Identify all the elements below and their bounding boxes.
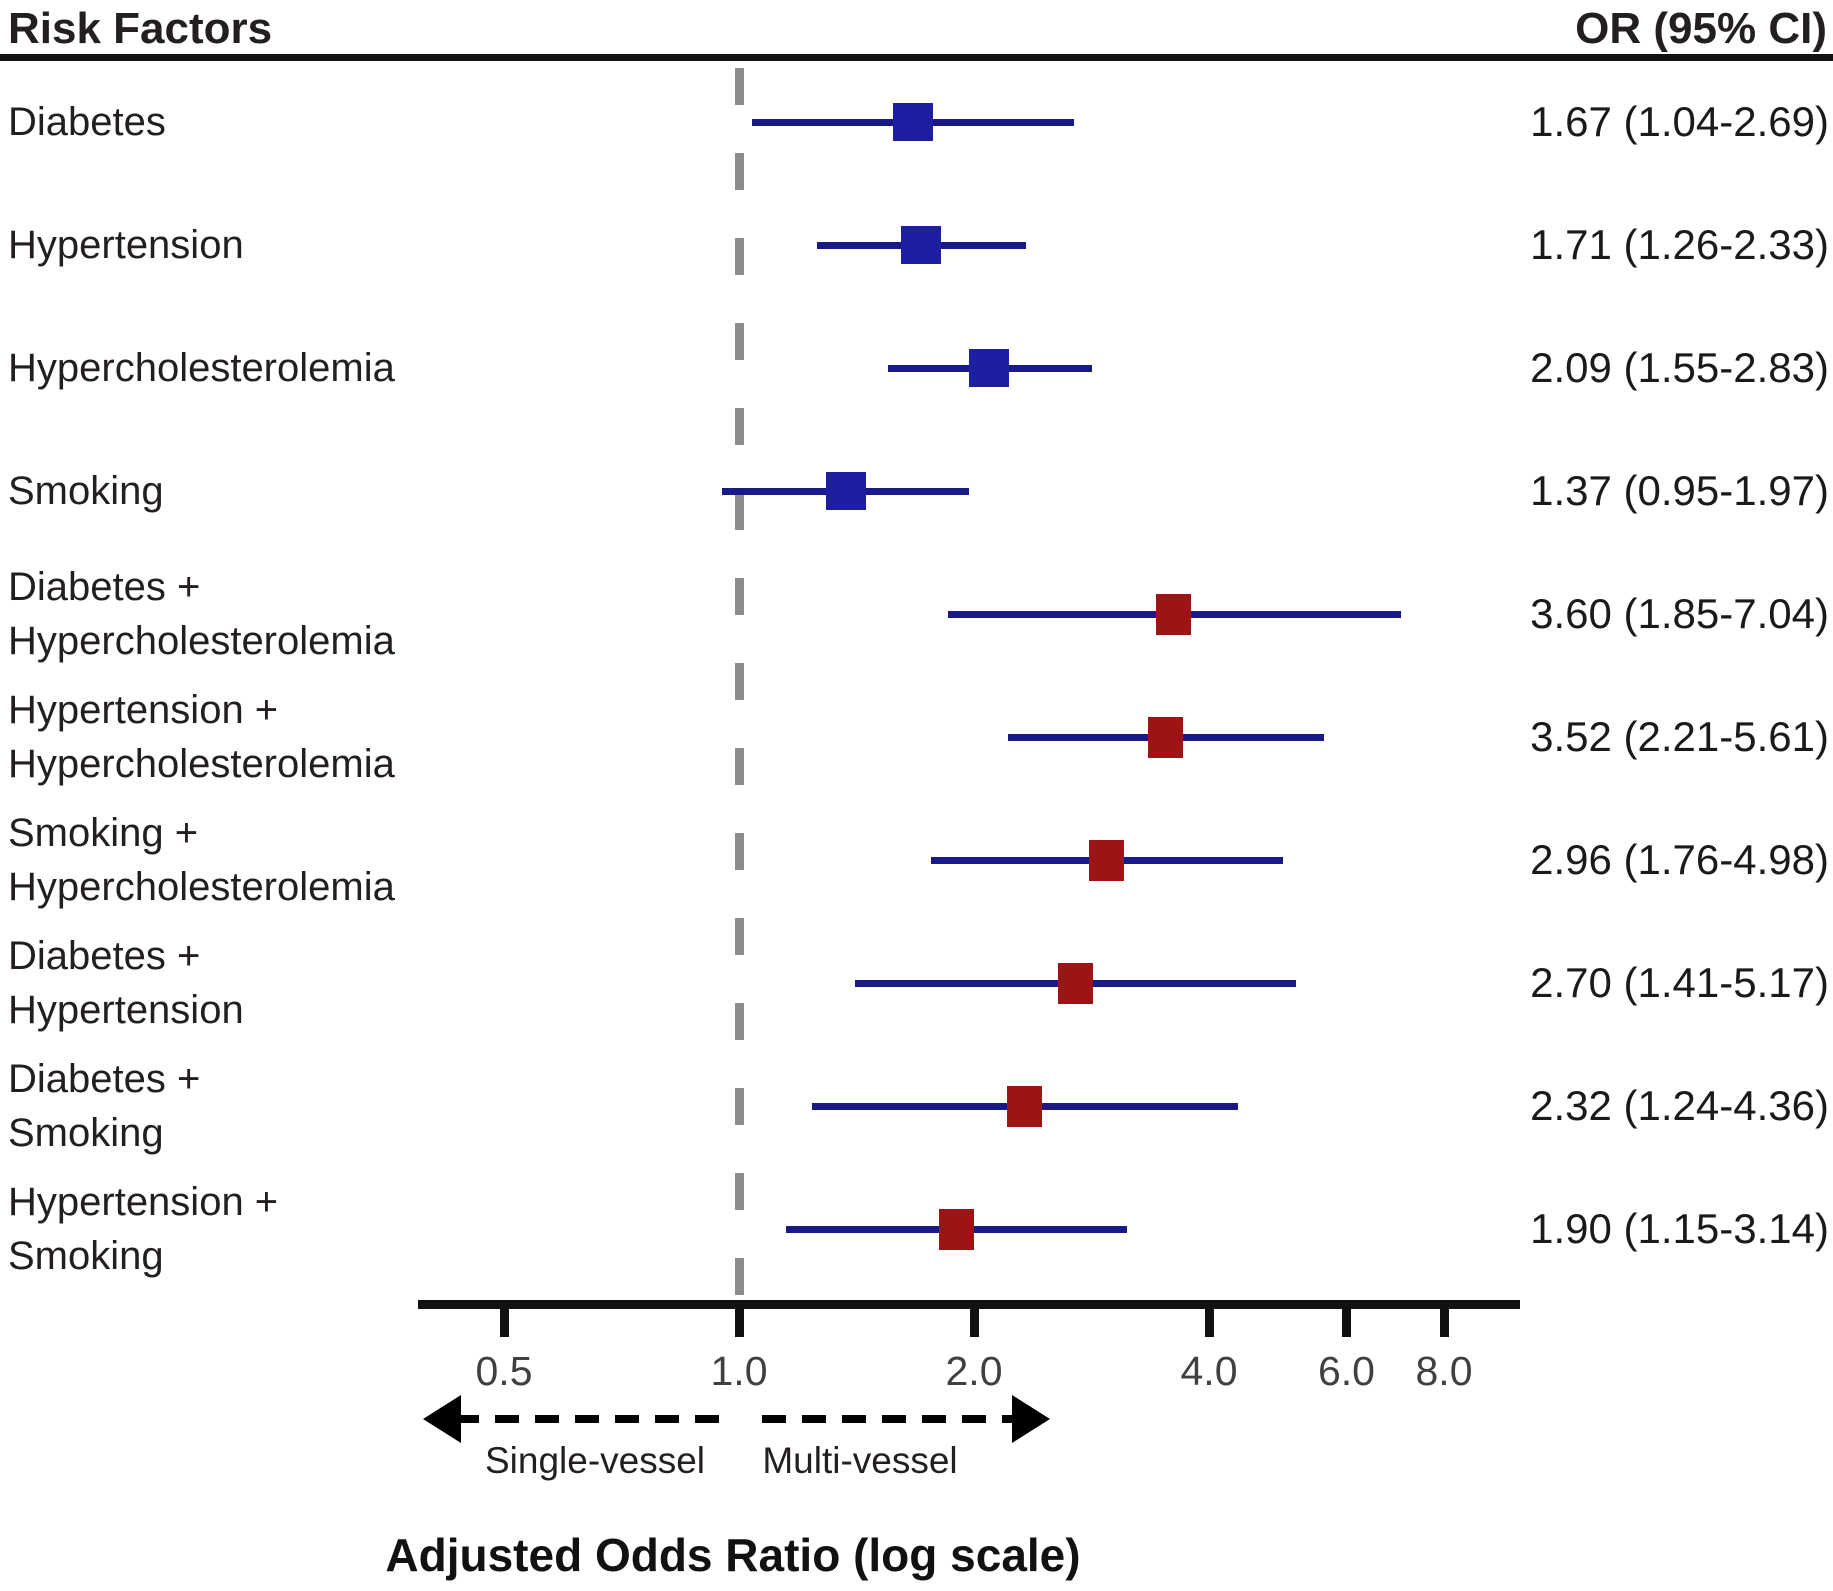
or-ci-value: 1.37 (0.95-1.97) [1530, 467, 1829, 514]
or-ci-value: 2.32 (1.24-4.36) [1530, 1082, 1829, 1129]
x-axis-line [418, 1300, 1520, 1309]
or-marker-combined-factors [1155, 593, 1191, 635]
or-ci-value: 1.90 (1.15-3.14) [1530, 1205, 1829, 1252]
x-axis-title: Adjusted Odds Ratio (log scale) [385, 1529, 1081, 1581]
or-marker-combined-factors [1058, 962, 1094, 1004]
or-marker-combined-factors [939, 1208, 975, 1250]
or-ci-value: 2.09 (1.55-2.83) [1530, 344, 1829, 391]
row-label: Diabetes + Hypercholesterolemia [8, 565, 395, 663]
or-ci-value: 1.71 (1.26-2.33) [1530, 221, 1829, 268]
or-marker-single-factor [892, 103, 933, 141]
row-label: Smoking + Hypercholesterolemia [8, 811, 395, 909]
multi-vessel-label: Multi-vessel [762, 1440, 958, 1481]
or-marker-single-factor [968, 349, 1009, 387]
or-marker-single-factor [900, 226, 941, 264]
or-marker-combined-factors [1148, 716, 1184, 758]
row-label: Diabetes [8, 100, 166, 144]
or-marker-combined-factors [1089, 839, 1125, 881]
row-label: Hypertension [8, 223, 244, 267]
x-axis-tick-mark [1439, 1300, 1449, 1337]
multi-vessel-arrowhead-icon [1012, 1395, 1050, 1443]
or-marker-single-factor [825, 472, 866, 510]
or-ci-value: 2.70 (1.41-5.17) [1530, 959, 1829, 1006]
x-axis-tick-mark [499, 1300, 509, 1337]
multi-vessel-arrow-line [762, 1415, 1012, 1423]
or-ci-value: 1.67 (1.04-2.69) [1530, 98, 1829, 145]
or-marker-combined-factors [1006, 1085, 1042, 1127]
or-ci-value: 3.52 (2.21-5.61) [1530, 713, 1829, 760]
row-label: Smoking [8, 469, 164, 513]
reference-line-or-1 [735, 68, 744, 1296]
x-axis-tick-label: 8.0 [1415, 1348, 1473, 1394]
or-ci-value: 2.96 (1.76-4.98) [1530, 836, 1829, 883]
row-label: Hypertension + Smoking [8, 1180, 279, 1278]
single-vessel-label: Single-vessel [484, 1440, 706, 1481]
or-ci-column-header: OR (95% CI) [1575, 4, 1827, 53]
row-label: Hypercholesterolemia [8, 346, 395, 390]
single-vessel-arrowhead-icon [423, 1395, 461, 1443]
x-axis-tick-label: 4.0 [1180, 1348, 1238, 1394]
header-rule [0, 54, 1833, 61]
x-axis-tick-label: 1.0 [710, 1348, 768, 1394]
x-axis-tick-label: 0.5 [475, 1348, 533, 1394]
x-axis-tick-label: 6.0 [1317, 1348, 1375, 1394]
x-axis-tick-mark [969, 1300, 979, 1337]
or-ci-value: 3.60 (1.85-7.04) [1530, 590, 1829, 637]
row-label: Diabetes + Smoking [8, 1057, 201, 1155]
x-axis-tick-mark [734, 1300, 744, 1337]
x-axis-tick-mark [1341, 1300, 1351, 1337]
x-axis-tick-mark [1204, 1300, 1214, 1337]
single-vessel-arrow-line [455, 1415, 730, 1423]
row-label: Diabetes + Hypertension [8, 934, 244, 1032]
risk-factors-column-header: Risk Factors [8, 4, 273, 53]
x-axis-tick-label: 2.0 [945, 1348, 1003, 1394]
row-label: Hypertension + Hypercholesterolemia [8, 688, 395, 786]
